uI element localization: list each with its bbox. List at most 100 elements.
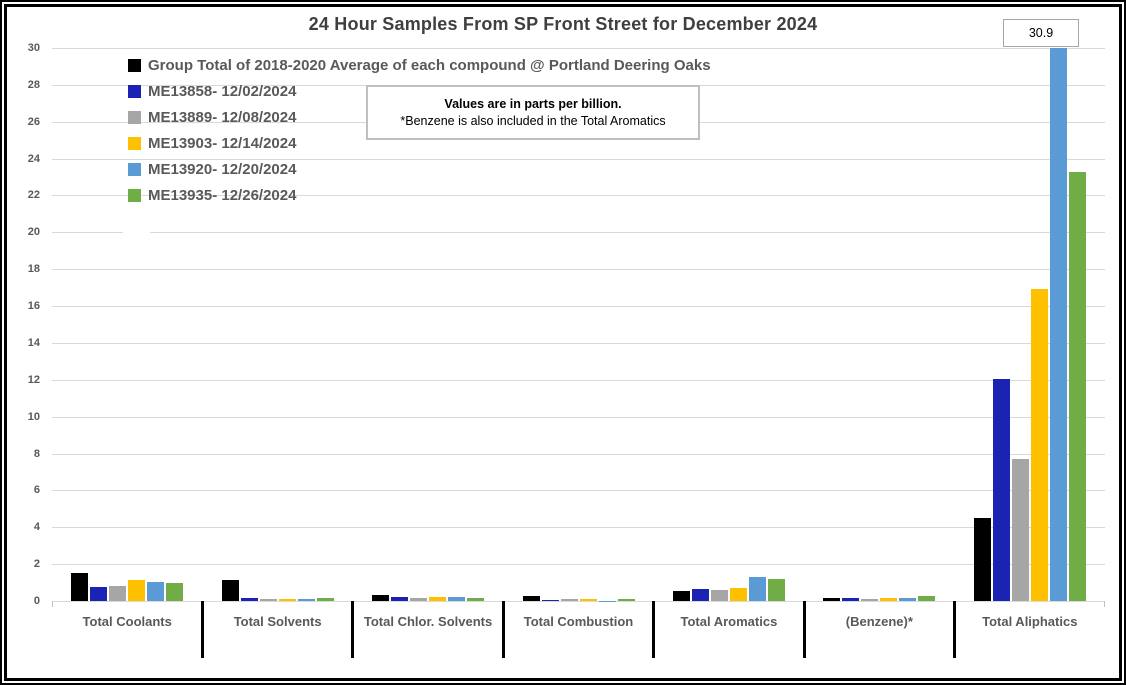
gridline <box>52 490 1105 492</box>
y-axis-tick-label: 18 <box>27 263 40 276</box>
bar-5-cat-2 <box>467 598 485 601</box>
legend-label: ME13889- 12/08/2024 <box>148 108 297 126</box>
bar-2-cat-5 <box>861 598 879 601</box>
category-separator <box>652 601 656 658</box>
bar-3-cat-1 <box>278 599 296 601</box>
bar-1-cat-2 <box>391 596 409 601</box>
bar-2-cat-1 <box>259 598 277 601</box>
bar-2-cat-4 <box>710 589 728 601</box>
legend-label: ME13903- 12/14/2024 <box>148 134 297 152</box>
legend: Group Total of 2018-2020 Average of each… <box>128 57 711 213</box>
bar-4-cat-0 <box>147 581 165 601</box>
legend-swatch-icon <box>128 110 141 124</box>
bar-5-cat-4 <box>767 578 785 601</box>
annotation-benzene-note: *Benzene is also included in the Total A… <box>400 114 666 128</box>
category-label: Total Aromatics <box>680 614 778 629</box>
category-separator <box>501 601 505 658</box>
y-axis-tick-label: 16 <box>27 300 40 313</box>
gridline <box>52 232 1105 234</box>
x-axis-line <box>52 601 1105 602</box>
chart-title: 24 Hour Samples From SP Front Street for… <box>308 14 818 34</box>
legend-item-1: ME13858- 12/02/2024 <box>128 82 711 100</box>
legend-label: ME13920- 12/20/2024 <box>148 160 297 178</box>
legend-label: ME13858- 12/02/2024 <box>148 82 297 100</box>
legend-label: ME13935- 12/26/2024 <box>148 186 297 204</box>
annotation-units-text: Values are in parts per billion. <box>444 97 622 111</box>
bar-1-cat-1 <box>240 597 258 601</box>
bar-3-cat-0 <box>128 579 146 601</box>
bar-3-cat-6 <box>1030 289 1048 601</box>
bar-1-cat-6 <box>992 378 1010 601</box>
gridline <box>52 306 1105 308</box>
legend-item-0: Group Total of 2018-2020 Average of each… <box>128 56 711 74</box>
category-separator <box>802 601 806 658</box>
bar-0-cat-3 <box>522 596 540 601</box>
category-separator <box>953 601 957 658</box>
gridline <box>52 342 1105 344</box>
category-label: Total Chlor. Solvents <box>363 614 493 629</box>
gridline <box>52 527 1105 529</box>
bar-0-cat-1 <box>221 579 239 601</box>
legend-label: Group Total of 2018-2020 Average of each… <box>148 56 711 74</box>
bar-3-cat-2 <box>429 597 447 601</box>
bar-4-cat-4 <box>748 577 766 601</box>
y-axis-tick-label: 12 <box>27 373 40 386</box>
legend-item-2: ME13889- 12/08/2024 <box>128 108 711 126</box>
legend-swatch-icon <box>128 162 141 176</box>
y-axis-tick-label: 30 <box>27 42 40 54</box>
y-axis-tick-label: 22 <box>27 189 40 202</box>
gridline <box>52 158 1105 160</box>
bar-1-cat-3 <box>541 599 559 601</box>
annotation-box: Values are in parts per billion. *Benzen… <box>366 85 700 140</box>
y-axis-tick-label: 6 <box>33 484 40 497</box>
bar-0-cat-4 <box>672 590 690 601</box>
legend-item-3: ME13903- 12/14/2024 <box>128 134 711 152</box>
gridline <box>52 195 1105 197</box>
bar-4-cat-6 <box>1049 48 1067 601</box>
y-axis-tick-label: 26 <box>27 115 40 128</box>
category-label: Total Coolants <box>82 614 172 629</box>
category-label: Total Solvents <box>233 614 322 629</box>
bar-4-cat-5 <box>899 597 917 601</box>
bar-4-cat-2 <box>448 597 466 601</box>
bar-0-cat-0 <box>71 573 89 601</box>
gridline <box>52 269 1105 271</box>
gridline <box>52 416 1105 418</box>
bar-5-cat-3 <box>617 598 635 601</box>
bar-3-cat-5 <box>880 598 898 601</box>
bar-0-cat-5 <box>823 598 841 601</box>
clipped-bar-value-label: 30.9 <box>1003 19 1079 47</box>
legend-swatch-icon <box>128 136 141 150</box>
bar-5-cat-5 <box>918 596 936 601</box>
gridline <box>52 379 1105 381</box>
legend-item-5: ME13935- 12/26/2024 <box>128 186 711 204</box>
category-label: Total Combustion <box>523 614 634 629</box>
bar-5-cat-0 <box>166 582 184 601</box>
y-axis-tick-label: 28 <box>27 78 40 91</box>
bar-2-cat-2 <box>410 598 428 601</box>
y-axis-tick-label: 10 <box>27 410 40 423</box>
legend-swatch-icon <box>128 58 141 72</box>
category-separator <box>200 601 204 658</box>
axis-edge-tick <box>52 601 53 607</box>
legend-item-4: ME13920- 12/20/2024 <box>128 160 711 178</box>
category-separator <box>351 601 355 658</box>
bar-1-cat-0 <box>90 587 108 601</box>
y-axis-tick-label: 24 <box>27 152 40 165</box>
bar-5-cat-1 <box>316 597 334 601</box>
bar-3-cat-4 <box>729 588 747 601</box>
axis-edge-tick <box>1104 601 1105 607</box>
y-axis-tick-label: 14 <box>27 336 40 349</box>
bar-0-cat-2 <box>372 594 390 601</box>
bar-1-cat-4 <box>691 589 709 601</box>
y-axis-tick-label: 4 <box>33 521 40 534</box>
y-axis-tick-label: 20 <box>27 226 40 239</box>
legend-background-overlap <box>123 228 150 239</box>
bar-2-cat-6 <box>1011 459 1029 601</box>
legend-swatch-icon <box>128 188 141 202</box>
y-axis-tick-label: 8 <box>33 447 40 460</box>
bar-0-cat-6 <box>973 518 991 601</box>
category-label: Total Aliphatics <box>982 614 1078 629</box>
bar-3-cat-3 <box>579 599 597 601</box>
